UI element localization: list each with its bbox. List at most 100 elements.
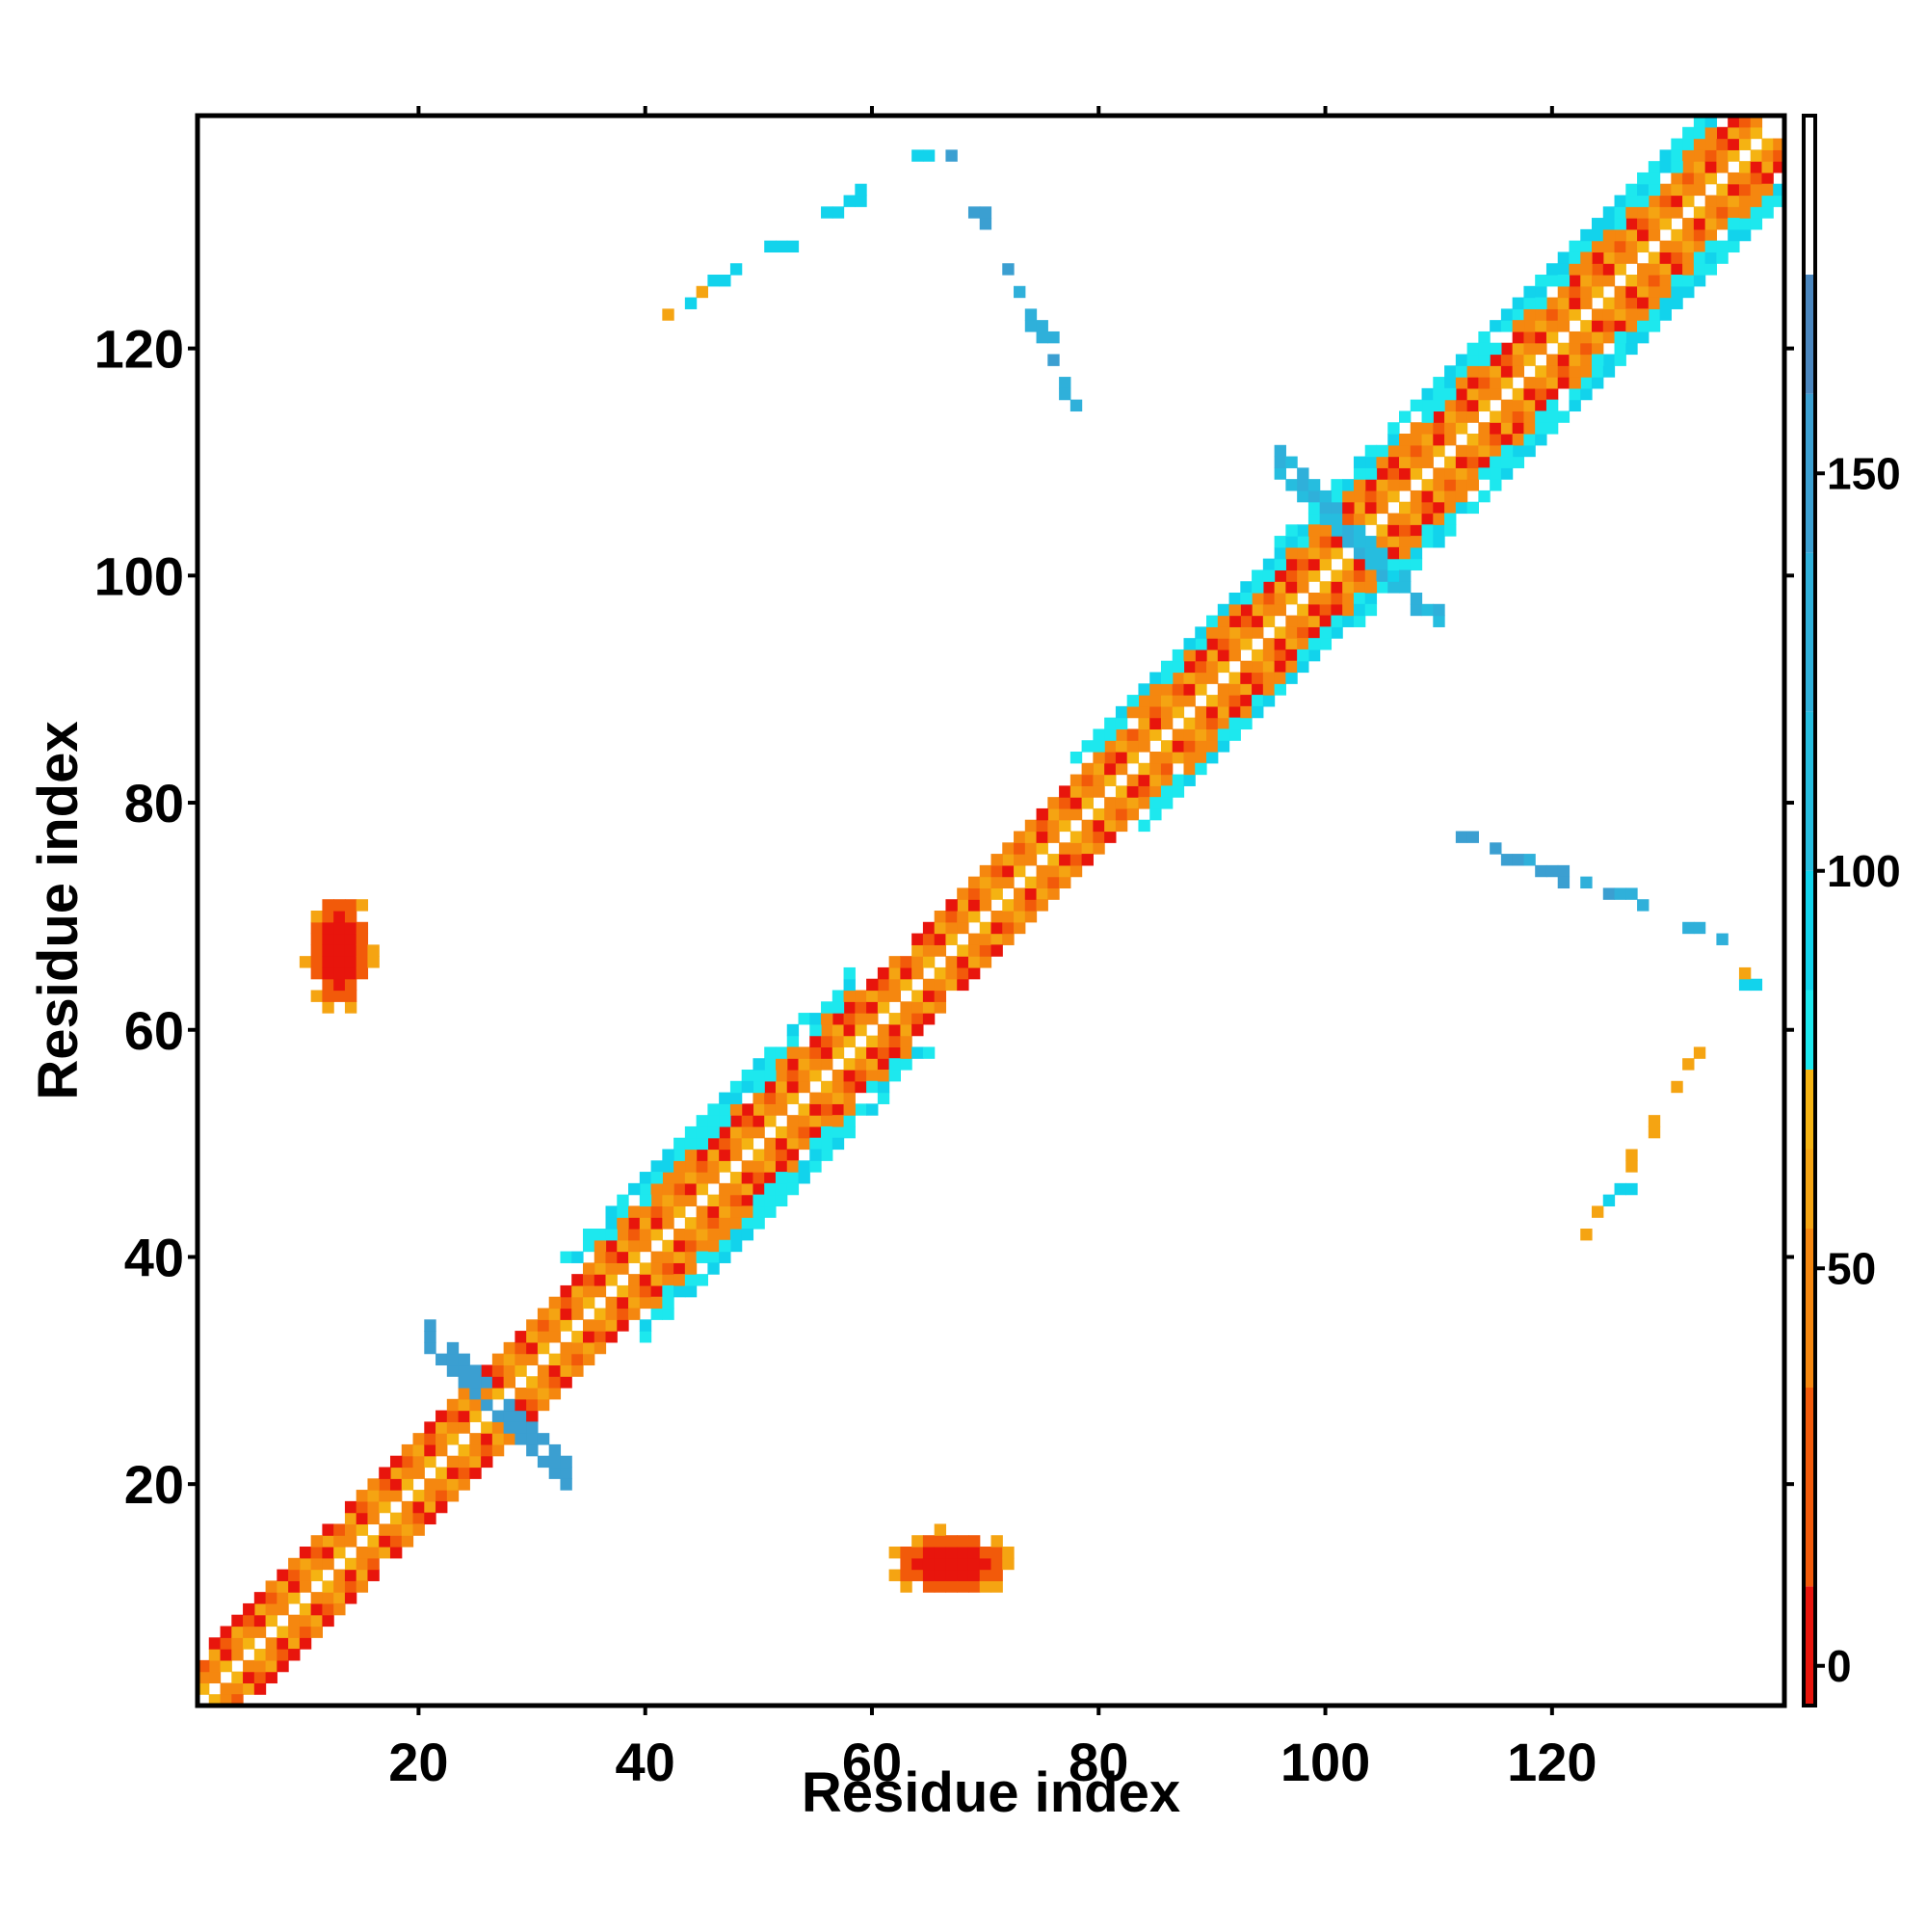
heatmap-cell — [1228, 683, 1241, 696]
heatmap-cell — [1750, 126, 1763, 140]
heatmap-cell — [1682, 161, 1695, 173]
heatmap-cell — [945, 911, 958, 923]
heatmap-cell — [1750, 183, 1763, 197]
heatmap-cell — [786, 1172, 800, 1184]
heatmap-cell — [310, 990, 323, 1002]
heatmap-cell — [843, 1080, 856, 1094]
heatmap-cell — [1455, 422, 1468, 435]
heatmap-cell — [333, 1547, 346, 1559]
heatmap-cell — [1523, 297, 1536, 309]
heatmap-cell — [594, 1331, 607, 1343]
heatmap-cell — [1274, 683, 1286, 696]
heatmap-cell — [832, 1013, 845, 1025]
heatmap-cell — [367, 1535, 380, 1548]
heatmap-cell — [1625, 887, 1638, 900]
heatmap-cell — [1671, 263, 1683, 276]
heatmap-cell — [945, 149, 958, 162]
heatmap-cell — [1376, 467, 1388, 480]
heatmap-cell — [628, 1239, 641, 1253]
heatmap-cell — [855, 1013, 867, 1025]
heatmap-cell — [1592, 240, 1604, 253]
heatmap-cell — [673, 1239, 686, 1253]
heatmap-cell — [673, 1205, 686, 1218]
heatmap-cell — [1625, 251, 1638, 264]
heatmap-cell — [729, 1137, 743, 1151]
heatmap-cell — [1580, 387, 1593, 401]
heatmap-cell — [1342, 501, 1355, 515]
heatmap-cell — [832, 990, 845, 1002]
heatmap-cell — [1693, 228, 1706, 242]
heatmap-cell — [617, 1194, 629, 1207]
heatmap-cell — [650, 1274, 663, 1286]
heatmap-cell — [1252, 581, 1264, 594]
heatmap-cell — [1285, 536, 1298, 548]
heatmap-cell — [1410, 603, 1423, 617]
heatmap-cell — [684, 1229, 698, 1241]
heatmap-cell — [503, 1433, 515, 1445]
heatmap-cell — [1455, 501, 1468, 515]
heatmap-cell — [1580, 876, 1593, 889]
heatmap-cell — [877, 1023, 890, 1037]
heatmap-cell — [1206, 705, 1219, 719]
heatmap-cell — [1693, 126, 1706, 140]
heatmap-cell — [1138, 774, 1150, 786]
heatmap-cell — [673, 1149, 686, 1161]
heatmap-cell — [1059, 797, 1071, 809]
heatmap-cell — [911, 1001, 924, 1014]
heatmap-cell — [1126, 797, 1140, 809]
heatmap-cell — [1455, 410, 1468, 423]
heatmap-cell — [1466, 444, 1479, 458]
heatmap-cell — [639, 1319, 652, 1332]
heatmap-cell — [707, 1251, 720, 1263]
heatmap-cell — [1104, 752, 1117, 764]
heatmap-cell — [1682, 195, 1695, 207]
heatmap-cell — [911, 966, 924, 980]
heatmap-cell — [979, 933, 992, 945]
heatmap-cell — [379, 1535, 391, 1548]
heatmap-cell — [877, 1035, 890, 1048]
heatmap-cell — [1704, 206, 1718, 219]
heatmap-cell — [1738, 228, 1752, 242]
heatmap-cell — [1693, 149, 1706, 162]
heatmap-cell — [1545, 320, 1559, 332]
heatmap-cell — [1262, 638, 1276, 650]
heatmap-cell — [469, 1388, 482, 1400]
heatmap-cell — [401, 1467, 414, 1479]
heatmap-cell — [571, 1274, 584, 1286]
heatmap-cell — [877, 1080, 890, 1094]
heatmap-cell — [1602, 251, 1616, 264]
heatmap-cell — [1512, 399, 1525, 412]
heatmap-cell — [367, 1490, 380, 1502]
heatmap-cell — [1024, 320, 1038, 332]
heatmap-cell — [548, 1353, 562, 1366]
heatmap-cell — [1659, 251, 1672, 264]
heatmap-cell — [1228, 695, 1241, 707]
heatmap-cell — [990, 854, 1003, 866]
heatmap-cell — [945, 956, 958, 968]
heatmap-cell — [1047, 797, 1060, 809]
heatmap-cell — [1364, 593, 1378, 605]
heatmap-cell — [1580, 365, 1593, 378]
heatmap-cell — [526, 1331, 539, 1343]
heatmap-cell — [1750, 172, 1763, 185]
heatmap-cell — [526, 1433, 539, 1445]
heatmap-cell — [526, 1398, 539, 1412]
heatmap-cell — [1637, 899, 1650, 912]
heatmap-cell — [628, 1205, 641, 1218]
heatmap-cell — [1648, 228, 1661, 242]
heatmap-cell — [967, 1557, 981, 1571]
heatmap-cell — [1297, 546, 1309, 560]
heatmap-cell — [1728, 172, 1740, 185]
heatmap-cell — [1625, 285, 1638, 299]
heatmap-cell — [1637, 218, 1650, 230]
heatmap-cell — [1523, 434, 1536, 446]
heatmap-cell — [877, 1058, 890, 1071]
heatmap-cell — [1637, 228, 1650, 242]
heatmap-cell — [1399, 569, 1412, 582]
heatmap-cell — [1637, 297, 1650, 309]
heatmap-cell — [1592, 285, 1604, 299]
heatmap-cell — [333, 1592, 346, 1604]
heatmap-cell — [1671, 195, 1683, 207]
heatmap-cell — [617, 1239, 629, 1253]
heatmap-cell — [719, 1115, 731, 1127]
